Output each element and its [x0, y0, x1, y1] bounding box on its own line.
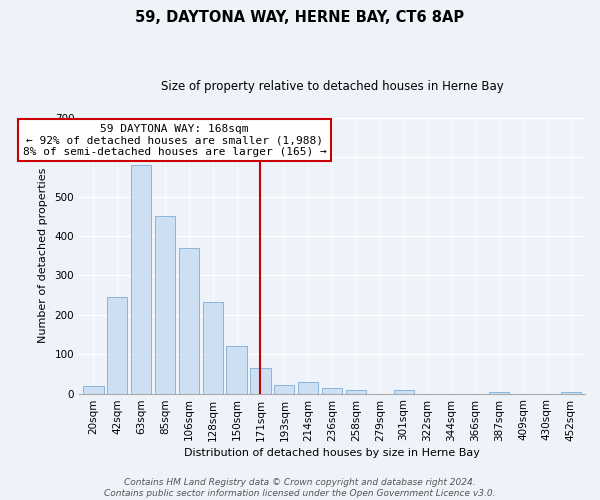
Bar	[322, 388, 342, 394]
Bar	[203, 302, 223, 394]
Text: 59, DAYTONA WAY, HERNE BAY, CT6 8AP: 59, DAYTONA WAY, HERNE BAY, CT6 8AP	[136, 10, 464, 25]
Bar	[274, 384, 295, 394]
Bar	[179, 248, 199, 394]
Text: 59 DAYTONA WAY: 168sqm
← 92% of detached houses are smaller (1,988)
8% of semi-d: 59 DAYTONA WAY: 168sqm ← 92% of detached…	[23, 124, 326, 157]
Bar	[298, 382, 319, 394]
Bar	[107, 297, 127, 394]
Bar	[83, 386, 104, 394]
Title: Size of property relative to detached houses in Herne Bay: Size of property relative to detached ho…	[161, 80, 503, 93]
Bar	[346, 390, 366, 394]
Text: Contains HM Land Registry data © Crown copyright and database right 2024.
Contai: Contains HM Land Registry data © Crown c…	[104, 478, 496, 498]
Bar	[250, 368, 271, 394]
Bar	[394, 390, 414, 394]
Bar	[560, 392, 581, 394]
Bar	[489, 392, 509, 394]
Bar	[226, 346, 247, 394]
Bar	[131, 165, 151, 394]
Bar	[155, 216, 175, 394]
X-axis label: Distribution of detached houses by size in Herne Bay: Distribution of detached houses by size …	[184, 448, 480, 458]
Y-axis label: Number of detached properties: Number of detached properties	[38, 168, 48, 344]
